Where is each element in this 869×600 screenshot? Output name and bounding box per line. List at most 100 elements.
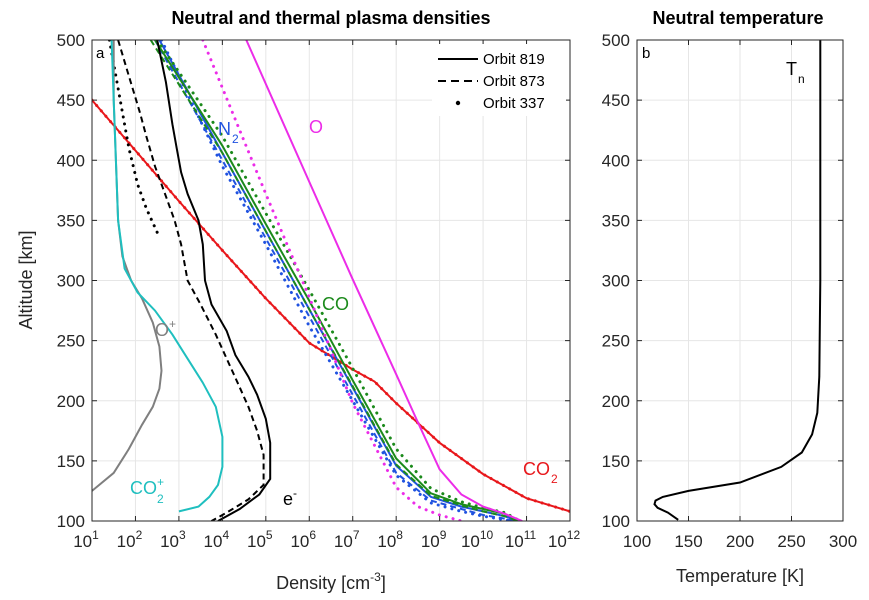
series-group-densities xyxy=(92,40,570,521)
species-label-co2: CO2 xyxy=(523,459,558,486)
x-tick-base: 10 xyxy=(290,532,309,551)
x-tick-base: 10 xyxy=(461,532,480,551)
x-tick-exp: 8 xyxy=(396,528,403,542)
species-label-sup: - xyxy=(293,486,297,500)
x-axis-label-base: Density [cm xyxy=(276,573,370,593)
y-tick-label: 150 xyxy=(57,452,85,471)
x-tick-exp: 3 xyxy=(179,528,186,542)
series-line-n2-orbit-337 xyxy=(160,40,515,521)
curve-label-tn-base: T xyxy=(786,59,797,79)
x-tick-base: 10 xyxy=(505,532,524,551)
species-label-sub: 2 xyxy=(232,132,239,146)
x-tick-label: 107 xyxy=(334,528,360,551)
y-tick-label: 250 xyxy=(602,332,630,351)
legend-entry-orbit-337: Orbit 337 xyxy=(483,95,545,112)
y-tick-label: 300 xyxy=(602,272,630,291)
series-line-co-orbit-873 xyxy=(149,40,519,521)
x-tick-label: 101 xyxy=(73,528,99,551)
x-tick-exp: 7 xyxy=(353,528,360,542)
x-tick-label: 150 xyxy=(674,532,702,551)
y-tick-label: 450 xyxy=(57,91,85,110)
series-line-e-orbit-819 xyxy=(156,40,272,521)
species-label-oplus: O+ xyxy=(155,317,176,340)
y-tick-label: 200 xyxy=(57,392,85,411)
series-line-o-orbit-337 xyxy=(201,40,463,521)
legend-entry-orbit-873: Orbit 873 xyxy=(483,73,545,90)
y-tick-label: 200 xyxy=(602,392,630,411)
y-tick-label: 450 xyxy=(602,91,630,110)
species-label-base: CO xyxy=(322,294,349,314)
x-tick-label: 109 xyxy=(421,528,447,551)
x-tick-base: 10 xyxy=(548,532,567,551)
panel-temperature: Neutral temperature 100 150 200 250 300 100 1… xyxy=(602,8,858,586)
species-label-base: O xyxy=(155,320,169,340)
x-tick-label: 250 xyxy=(777,532,805,551)
x-tick-label: 1012 xyxy=(548,528,581,551)
y-tick-label: 500 xyxy=(57,31,85,50)
x-tick-exp: 5 xyxy=(266,528,273,542)
x-tick-label: 200 xyxy=(726,532,754,551)
x-axis-label-exp: -3 xyxy=(370,570,381,584)
x-tick-exp: 9 xyxy=(440,528,447,542)
species-label-sub: 2 xyxy=(551,472,558,486)
legend: Orbit 819 Orbit 873 Orbit 337 xyxy=(432,44,566,116)
y-tick-label: 350 xyxy=(57,211,85,230)
ticks-temperature xyxy=(636,39,844,522)
x-tick-base: 10 xyxy=(247,532,266,551)
legend-entry-orbit-819: Orbit 819 xyxy=(483,51,545,68)
series-group-temperature xyxy=(653,40,822,521)
species-label-sub: 2 xyxy=(157,492,164,506)
y-tick-label: 400 xyxy=(57,151,85,170)
y-tick-labels-temperature: 100 150 200 250 300 350 400 450 500 xyxy=(602,31,630,531)
y-tick-labels-densities: 100 150 200 250 300 350 400 450 500 xyxy=(57,31,85,531)
x-tick-base: 10 xyxy=(73,532,92,551)
ticks-densities xyxy=(91,39,571,522)
chart-title-temperature: Neutral temperature xyxy=(652,8,823,28)
y-tick-label: 500 xyxy=(602,31,630,50)
species-label-e: e- xyxy=(283,486,297,509)
series-line-o-orbit-819 xyxy=(245,40,523,521)
series-line-n2-orbit-873 xyxy=(154,40,516,521)
y-axis-label-densities: Altitude [km] xyxy=(16,230,36,329)
species-label-sup: + xyxy=(157,475,164,489)
species-label-base: CO xyxy=(130,478,157,498)
x-tick-label: 103 xyxy=(160,528,186,551)
x-tick-label: 108 xyxy=(377,528,403,551)
x-tick-label: 106 xyxy=(290,528,316,551)
species-label-base: N xyxy=(218,119,231,139)
x-tick-label: 1010 xyxy=(461,528,494,551)
x-axis-label-end: ] xyxy=(381,573,386,593)
curve-label-tn: Tn xyxy=(786,59,805,86)
x-tick-labels-temperature: 100 150 200 250 300 xyxy=(623,532,857,551)
x-tick-base: 10 xyxy=(377,532,396,551)
species-label-base: CO xyxy=(523,459,550,479)
species-label-n2: N2 xyxy=(218,119,239,146)
chart-title-densities: Neutral and thermal plasma densities xyxy=(171,8,490,28)
species-label-sup: + xyxy=(169,317,176,331)
x-tick-label: 300 xyxy=(829,532,857,551)
y-tick-label: 100 xyxy=(57,512,85,531)
y-tick-label: 350 xyxy=(602,211,630,230)
y-tick-label: 150 xyxy=(602,452,630,471)
x-tick-label: 100 xyxy=(623,532,651,551)
x-tick-exp: 2 xyxy=(136,528,143,542)
x-axis-label-temperature: Temperature [K] xyxy=(676,566,804,586)
species-label-co2plus: CO+ 2 xyxy=(130,475,164,506)
x-tick-exp: 10 xyxy=(480,528,494,542)
x-tick-base: 10 xyxy=(117,532,136,551)
panel-label-a: a xyxy=(96,45,105,62)
curve-label-tn-sub: n xyxy=(798,72,805,86)
x-tick-label: 102 xyxy=(117,528,143,551)
panel-densities: Neutral and thermal plasma densities 101… xyxy=(16,8,580,593)
y-tick-label: 250 xyxy=(57,332,85,351)
grid-temperature xyxy=(637,40,843,521)
y-tick-label: 300 xyxy=(57,272,85,291)
species-label-base: O xyxy=(309,117,323,137)
x-tick-label: 105 xyxy=(247,528,273,551)
y-tick-label: 400 xyxy=(602,151,630,170)
series-line-co2-orbit-819 xyxy=(110,40,224,513)
x-axis-label-densities: Density [cm-3] xyxy=(276,570,386,593)
x-tick-exp: 12 xyxy=(567,528,581,542)
